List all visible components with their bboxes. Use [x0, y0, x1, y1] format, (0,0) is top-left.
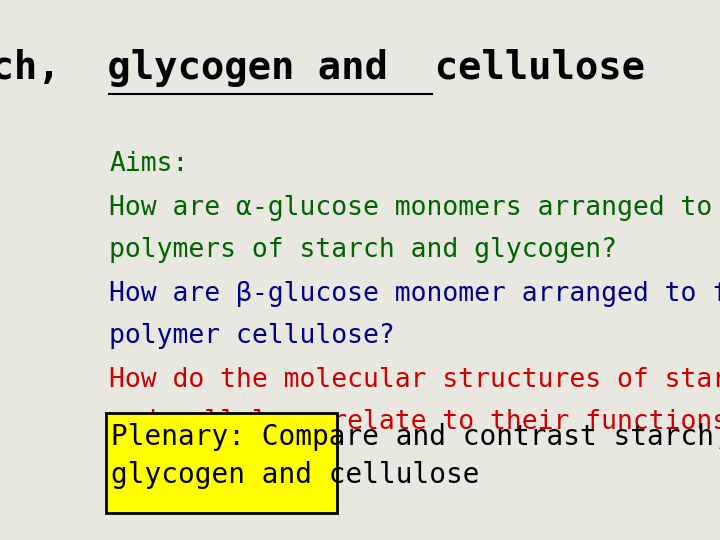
Text: polymers of starch and glycogen?: polymers of starch and glycogen?	[109, 237, 617, 263]
Text: Plenary: Compare and contrast starch,
glycogen and cellulose: Plenary: Compare and contrast starch, gl…	[111, 423, 720, 489]
Text: polymer cellulose?: polymer cellulose?	[109, 323, 395, 349]
Text: How are β-glucose monomer arranged to form the: How are β-glucose monomer arranged to fo…	[109, 281, 720, 307]
Text: Aims:: Aims:	[109, 151, 189, 177]
Text: How do the molecular structures of starch, glycogen: How do the molecular structures of starc…	[109, 367, 720, 393]
Text: and cellulose relate to their functions?: and cellulose relate to their functions?	[109, 409, 720, 435]
FancyBboxPatch shape	[106, 413, 337, 513]
Text: How are α-glucose monomers arranged to form the: How are α-glucose monomers arranged to f…	[109, 195, 720, 221]
Text: Starch,  glycogen and  cellulose: Starch, glycogen and cellulose	[0, 49, 644, 86]
